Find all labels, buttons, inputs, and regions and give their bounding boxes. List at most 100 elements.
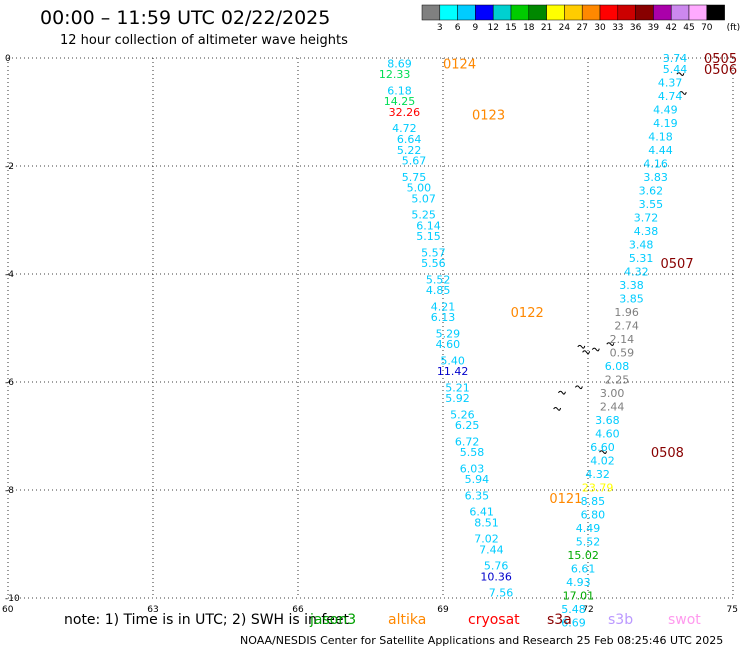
y-tick-label: 0 [5,54,11,64]
colorbar-swatch [670,4,690,21]
island-outline [599,450,607,454]
wave-height-label: 4.38 [634,225,659,238]
wave-height-label: 10.36 [480,570,512,583]
island-outline [606,342,615,346]
island-outline [553,407,562,411]
wave-height-label: 4.49 [653,103,678,116]
wave-height-label: 3.85 [619,292,644,305]
colorbar-tick-label: 70 [701,23,713,33]
wave-height-label: 4.44 [648,144,673,157]
legend-item-cryosat: cryosat [468,612,520,628]
wave-height-label: 3.83 [643,171,668,184]
wave-height-label: 4.74 [658,90,683,103]
wave-height-label: 4.16 [643,157,668,170]
colorbar-swatch [457,4,476,21]
y-tick-label: -6 [5,378,14,388]
colorbar-tick-label: 18 [523,23,535,33]
wave-height-label: 6.18 [387,84,412,97]
wave-height-label: 2.74 [614,319,639,332]
colorbar-tick-label: 33 [612,23,623,33]
wave-height-label: 5.22 [397,144,422,157]
x-tick-label: 69 [437,605,449,615]
legend-item-altika: altika [388,612,427,628]
x-tick-label: 72 [582,605,593,615]
colorbar-swatch [706,4,725,21]
wave-height-label: 2.44 [600,400,625,413]
wave-height-label: 5.31 [629,252,654,265]
wave-height-label: 15.02 [567,549,599,562]
wave-height-label: 6.35 [465,489,490,502]
wave-height-label: 5.67 [402,155,427,168]
pass-label: 0505 [704,52,737,67]
colorbar-swatch [528,4,547,21]
wave-height-label: 5.40 [440,354,465,367]
wave-height-label: 5.25 [411,209,436,222]
island-outline [582,350,591,355]
colorbar-swatch [492,4,512,21]
y-tick-label: -8 [5,486,14,496]
colorbar-tick-label: 12 [487,23,498,33]
wave-height-label: 0.59 [610,346,635,359]
wave-height-label: 5.29 [436,327,461,340]
colorbar-tick-label: 24 [559,23,571,33]
wave-height-label: 3.55 [639,198,664,211]
wave-height-label: 5.52 [426,273,451,286]
wave-height-label: 32.26 [389,106,421,119]
wave-height-label: 5.92 [445,392,470,405]
wave-height-label: 3.48 [629,238,654,251]
colorbar-tick-label: 30 [594,23,606,33]
wave-height-label: 7.44 [479,543,504,556]
colorbar-swatch [635,4,654,21]
wave-height-label: 23.79 [582,481,614,494]
colorbar-swatch [475,4,494,21]
wave-height-label: 6.64 [397,133,422,146]
wave-height-label: 4.37 [658,76,683,89]
wave-height-label: 17.01 [563,589,595,602]
wave-height-label: 3.74 [663,52,688,65]
colorbar-tick-label: 27 [576,23,587,33]
wave-height-label: 2.14 [610,333,635,346]
wave-height-label: 6.60 [590,441,615,454]
wave-height-label: 1.96 [614,306,639,319]
wave-height-label: 6.61 [571,562,596,575]
colorbar-swatch [546,4,565,21]
wave-height-label: 8.85 [581,495,606,508]
page-title: 00:00 – 11:59 UTC 02/22/2025 [40,7,331,29]
colorbar-swatch [617,4,636,21]
wave-height-label: 6.08 [605,360,630,373]
wave-height-label: 12.33 [379,68,411,81]
wave-height-label: 8.51 [474,516,499,529]
wave-height-label: 5.76 [484,560,509,573]
colorbar-tick-label: 39 [648,23,660,33]
wave-height-label: 2.25 [605,373,630,386]
wave-height-label: 3.38 [619,279,644,292]
wave-height-label: 6.72 [455,435,480,448]
wave-height-label: 5.26 [450,408,475,421]
colorbar-swatch [564,4,583,21]
x-tick-label: 75 [727,605,738,615]
page-subtitle: 12 hour collection of altimeter wave hei… [60,33,348,48]
wave-height-label: 5.57 [421,246,446,259]
x-tick-label: 60 [2,605,14,615]
wave-height-label: 6.13 [431,311,456,324]
wave-height-label: 6.25 [455,419,480,432]
footer-credit: NOAA/NESDIS Center for Satellite Applica… [240,634,724,647]
wave-height-label: 6.14 [416,219,441,232]
colorbar-tick-label: 9 [473,23,479,33]
colorbar-swatch [599,4,619,21]
colorbar-tick-label: 45 [683,23,694,33]
legend-item-jason3: jason3 [310,612,357,628]
legend-item-s3a: s3a [547,612,572,628]
wave-height-label: 5.75 [402,171,427,184]
colorbar-unit-label: (ft) [727,23,740,33]
colorbar-swatch [581,4,601,21]
colorbar-tick-label: 42 [665,23,676,33]
wave-height-label: 5.07 [411,192,436,205]
wave-height-label: 3.68 [595,414,620,427]
wave-height-label: 4.32 [585,468,610,481]
wave-height-label: 5.52 [576,535,601,548]
legend-item-swot: swot [668,612,701,628]
wave-height-label: 6.03 [460,462,485,475]
wave-height-label: 6.41 [469,506,494,519]
